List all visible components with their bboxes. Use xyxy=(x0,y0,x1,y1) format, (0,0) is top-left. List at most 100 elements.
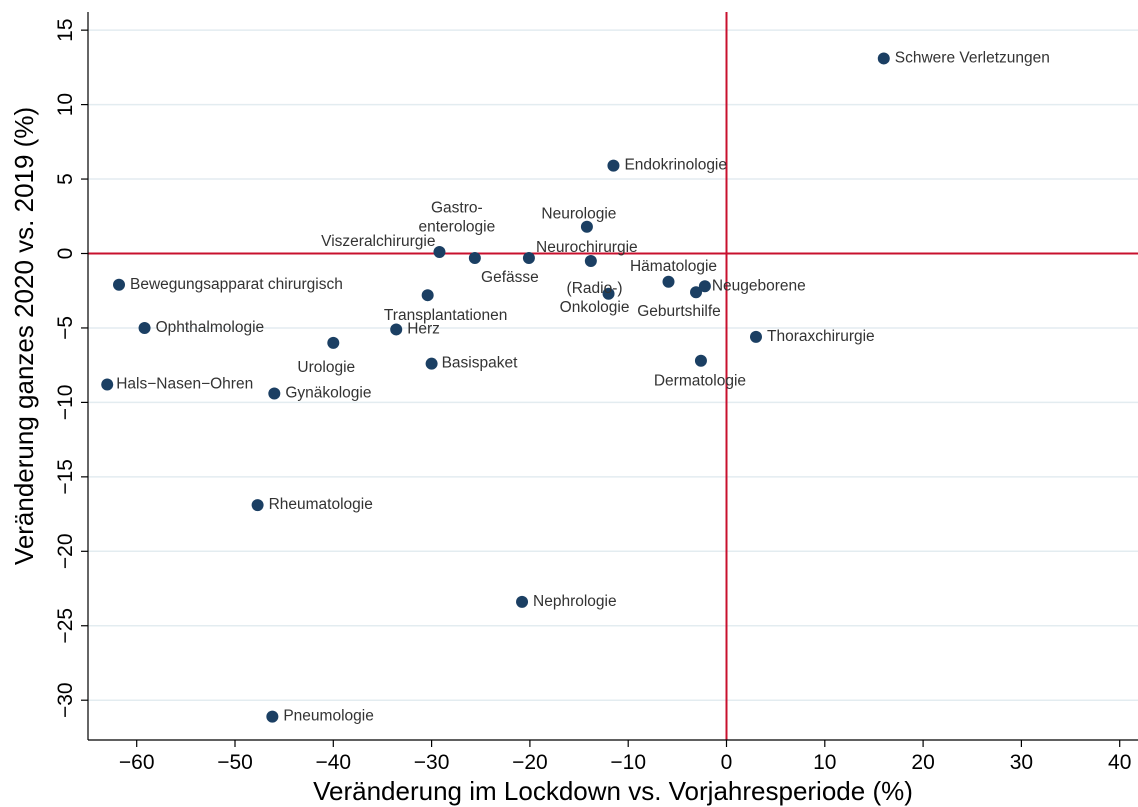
data-point xyxy=(468,251,481,264)
x-tick-label: −30 xyxy=(414,751,450,774)
data-label: Endokrinologie xyxy=(624,157,727,174)
data-label-line: Viszeralchirurgie xyxy=(321,233,435,250)
x-tick-label: −10 xyxy=(610,751,646,774)
y-tick-label: −15 xyxy=(54,459,77,495)
data-label-line: Neugeborene xyxy=(712,277,806,294)
data-label-line: Dermatologie xyxy=(654,373,746,390)
data-label-line: Herz xyxy=(407,321,440,338)
data-label-line: Gefässe xyxy=(481,269,539,286)
data-point xyxy=(251,499,264,512)
data-label-line: Basispaket xyxy=(442,355,519,372)
data-label: Gefässe xyxy=(481,269,539,286)
y-tick-label: −20 xyxy=(54,533,77,569)
y-tick-label: 10 xyxy=(54,93,77,116)
data-label: Pneumologie xyxy=(283,708,373,725)
data-label: Basispaket xyxy=(442,355,519,372)
data-label-line: Geburtshilfe xyxy=(637,303,721,320)
y-tick-label: 5 xyxy=(54,173,77,185)
data-point xyxy=(694,354,707,367)
y-tick-label: 15 xyxy=(54,18,77,41)
data-point xyxy=(584,254,597,267)
data-label: Neurochirurgie xyxy=(536,239,638,256)
data-point xyxy=(433,246,446,259)
data-label-line: Ophthalmologie xyxy=(156,319,265,336)
data-label-line: Hals−Nasen−Ohren xyxy=(116,376,253,393)
data-label-line: Endokrinologie xyxy=(624,157,727,174)
data-point xyxy=(749,330,762,343)
data-label: Thoraxchirurgie xyxy=(767,328,875,345)
x-tick-label: −60 xyxy=(119,751,155,774)
data-label-line: Gastro- xyxy=(431,200,483,217)
data-label: Nephrologie xyxy=(533,593,617,610)
data-point xyxy=(602,287,615,300)
data-label: (Radio-) Onkologie xyxy=(560,280,630,316)
y-tick-label: −5 xyxy=(54,316,77,340)
x-tick-label: −20 xyxy=(512,751,548,774)
x-tick-label: 20 xyxy=(911,751,934,774)
data-label-line: Neurologie xyxy=(541,206,616,223)
data-label-line: Pneumologie xyxy=(283,708,373,725)
x-tick-label: −50 xyxy=(217,751,253,774)
point-labels: Schwere Verletzungen Endokrinologie Neurol… xyxy=(116,50,1050,725)
data-label-line: Transplantationen xyxy=(384,307,508,324)
data-label: Neurologie xyxy=(541,206,616,223)
data-point xyxy=(266,710,279,723)
data-label: Urologie xyxy=(297,359,355,376)
data-label: Ophthalmologie xyxy=(156,319,265,336)
reference-lines xyxy=(88,12,1138,740)
data-label: Gynäkologie xyxy=(285,385,371,402)
data-label: Hämatologie xyxy=(630,258,717,275)
data-label-line: Hämatologie xyxy=(630,258,717,275)
data-label: Herz xyxy=(407,321,440,338)
data-point xyxy=(268,387,281,400)
data-point xyxy=(516,595,529,608)
data-label: Gastro-enterologie xyxy=(419,200,496,236)
data-label: Dermatologie xyxy=(654,373,746,390)
data-point xyxy=(580,220,593,233)
data-point xyxy=(698,280,711,293)
data-label-line: enterologie xyxy=(419,219,496,236)
data-point xyxy=(877,52,890,65)
data-point xyxy=(522,251,535,264)
x-tick-label: 30 xyxy=(1010,751,1033,774)
data-label-line: Bewegungsapparat chirurgisch xyxy=(130,276,343,293)
x-tick-label: 0 xyxy=(721,751,733,774)
data-label-line: Gynäkologie xyxy=(285,385,371,402)
data-label-line: Onkologie xyxy=(560,299,630,316)
data-label: Rheumatologie xyxy=(269,496,373,513)
data-point xyxy=(113,278,126,291)
data-label-line: (Radio-) xyxy=(567,280,623,297)
data-label-line: Rheumatologie xyxy=(269,496,373,513)
y-tick-label: −30 xyxy=(54,682,77,718)
data-label: Transplantationen xyxy=(384,307,508,324)
data-label: Bewegungsapparat chirurgisch xyxy=(130,276,343,293)
data-points xyxy=(101,52,890,723)
data-label-line: Urologie xyxy=(297,359,355,376)
y-tick-label: 0 xyxy=(54,248,77,260)
data-point xyxy=(425,357,438,370)
data-label-line: Nephrologie xyxy=(533,593,617,610)
x-tick-label: −40 xyxy=(315,751,351,774)
data-point xyxy=(690,286,703,299)
data-label: Neugeborene xyxy=(712,277,806,294)
data-point xyxy=(327,336,340,349)
data-point xyxy=(421,289,434,302)
data-point xyxy=(390,323,403,336)
data-label-line: Neurochirurgie xyxy=(536,239,638,256)
data-point xyxy=(101,378,114,391)
data-label: Schwere Verletzungen xyxy=(895,50,1050,67)
y-axis-title: Veränderung ganzes 2020 vs. 2019 (%) xyxy=(9,107,39,565)
data-point xyxy=(607,159,620,172)
y-tick-label: −10 xyxy=(54,385,77,421)
data-label: Geburtshilfe xyxy=(637,303,721,320)
data-point xyxy=(138,321,151,334)
x-tick-label: 40 xyxy=(1108,751,1131,774)
data-label-line: Thoraxchirurgie xyxy=(767,328,875,345)
data-label: Hals−Nasen−Ohren xyxy=(116,376,253,393)
x-tick-label: 10 xyxy=(813,751,836,774)
data-label-line: Schwere Verletzungen xyxy=(895,50,1050,67)
y-tick-label: −25 xyxy=(54,608,77,644)
data-label: Viszeralchirurgie xyxy=(321,233,435,250)
